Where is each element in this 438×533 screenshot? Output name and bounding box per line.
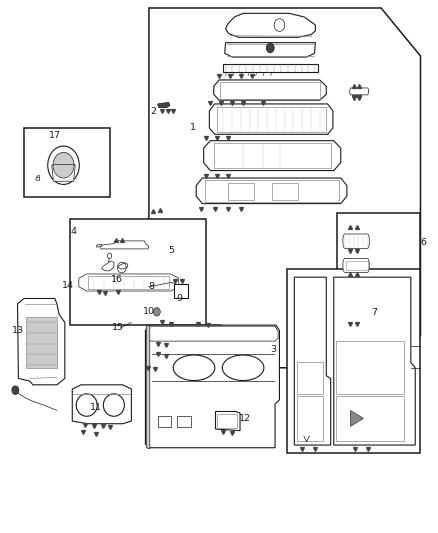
Text: 2: 2 xyxy=(150,108,156,116)
Text: 17: 17 xyxy=(49,132,61,140)
Polygon shape xyxy=(225,43,315,57)
Ellipse shape xyxy=(223,355,264,381)
Polygon shape xyxy=(146,325,150,449)
Bar xyxy=(287,269,420,453)
Polygon shape xyxy=(196,178,347,204)
Polygon shape xyxy=(209,104,333,134)
Text: 16: 16 xyxy=(111,276,123,284)
Polygon shape xyxy=(215,411,240,431)
Polygon shape xyxy=(158,102,170,108)
Polygon shape xyxy=(145,325,279,448)
Text: 5: 5 xyxy=(168,246,174,255)
Bar xyxy=(158,416,171,427)
Bar xyxy=(214,143,331,168)
Bar xyxy=(272,183,298,200)
Bar xyxy=(70,219,206,325)
Polygon shape xyxy=(226,13,315,37)
Bar xyxy=(174,284,188,298)
Bar xyxy=(337,213,420,325)
Ellipse shape xyxy=(173,355,215,381)
Bar xyxy=(217,107,326,132)
Polygon shape xyxy=(294,277,331,445)
Bar xyxy=(26,317,57,368)
Polygon shape xyxy=(204,141,341,171)
Polygon shape xyxy=(350,410,364,426)
Polygon shape xyxy=(79,274,179,291)
Text: 3: 3 xyxy=(271,345,277,353)
Polygon shape xyxy=(18,298,65,385)
Text: 15: 15 xyxy=(112,324,124,332)
Bar xyxy=(205,180,339,202)
Circle shape xyxy=(266,43,274,53)
Bar xyxy=(297,396,323,441)
Bar xyxy=(24,128,110,197)
Text: 7: 7 xyxy=(371,309,378,317)
Bar xyxy=(228,183,254,200)
Circle shape xyxy=(12,386,19,394)
Text: 11: 11 xyxy=(90,403,102,412)
Polygon shape xyxy=(214,80,326,100)
Polygon shape xyxy=(350,88,369,95)
Text: 13: 13 xyxy=(12,326,25,335)
Circle shape xyxy=(153,308,160,316)
Ellipse shape xyxy=(103,394,124,416)
Bar xyxy=(220,82,320,99)
Circle shape xyxy=(107,253,112,259)
Polygon shape xyxy=(72,385,131,424)
Polygon shape xyxy=(223,64,318,72)
Polygon shape xyxy=(96,244,102,247)
Bar xyxy=(177,416,191,427)
Bar xyxy=(336,396,404,441)
Polygon shape xyxy=(343,234,369,248)
Text: 4: 4 xyxy=(71,228,77,236)
Text: 6: 6 xyxy=(420,238,427,247)
Text: 12: 12 xyxy=(239,414,251,423)
Polygon shape xyxy=(343,259,369,272)
Polygon shape xyxy=(149,8,420,368)
Polygon shape xyxy=(147,326,278,341)
Text: 1: 1 xyxy=(190,124,196,132)
Ellipse shape xyxy=(76,394,97,416)
Polygon shape xyxy=(101,241,149,249)
Bar xyxy=(336,341,404,394)
Bar xyxy=(37,175,39,177)
Polygon shape xyxy=(52,165,75,181)
Polygon shape xyxy=(36,177,40,180)
Circle shape xyxy=(274,19,285,31)
Bar xyxy=(297,362,323,394)
Text: 9: 9 xyxy=(177,294,183,303)
Bar xyxy=(217,414,237,428)
Circle shape xyxy=(53,152,74,178)
Polygon shape xyxy=(334,277,415,445)
Polygon shape xyxy=(102,261,114,271)
Bar xyxy=(346,261,368,270)
Text: 8: 8 xyxy=(148,282,154,290)
Polygon shape xyxy=(118,263,128,269)
Bar xyxy=(88,276,169,289)
Text: 10: 10 xyxy=(143,308,155,316)
Circle shape xyxy=(48,146,79,184)
Text: 14: 14 xyxy=(62,281,74,289)
